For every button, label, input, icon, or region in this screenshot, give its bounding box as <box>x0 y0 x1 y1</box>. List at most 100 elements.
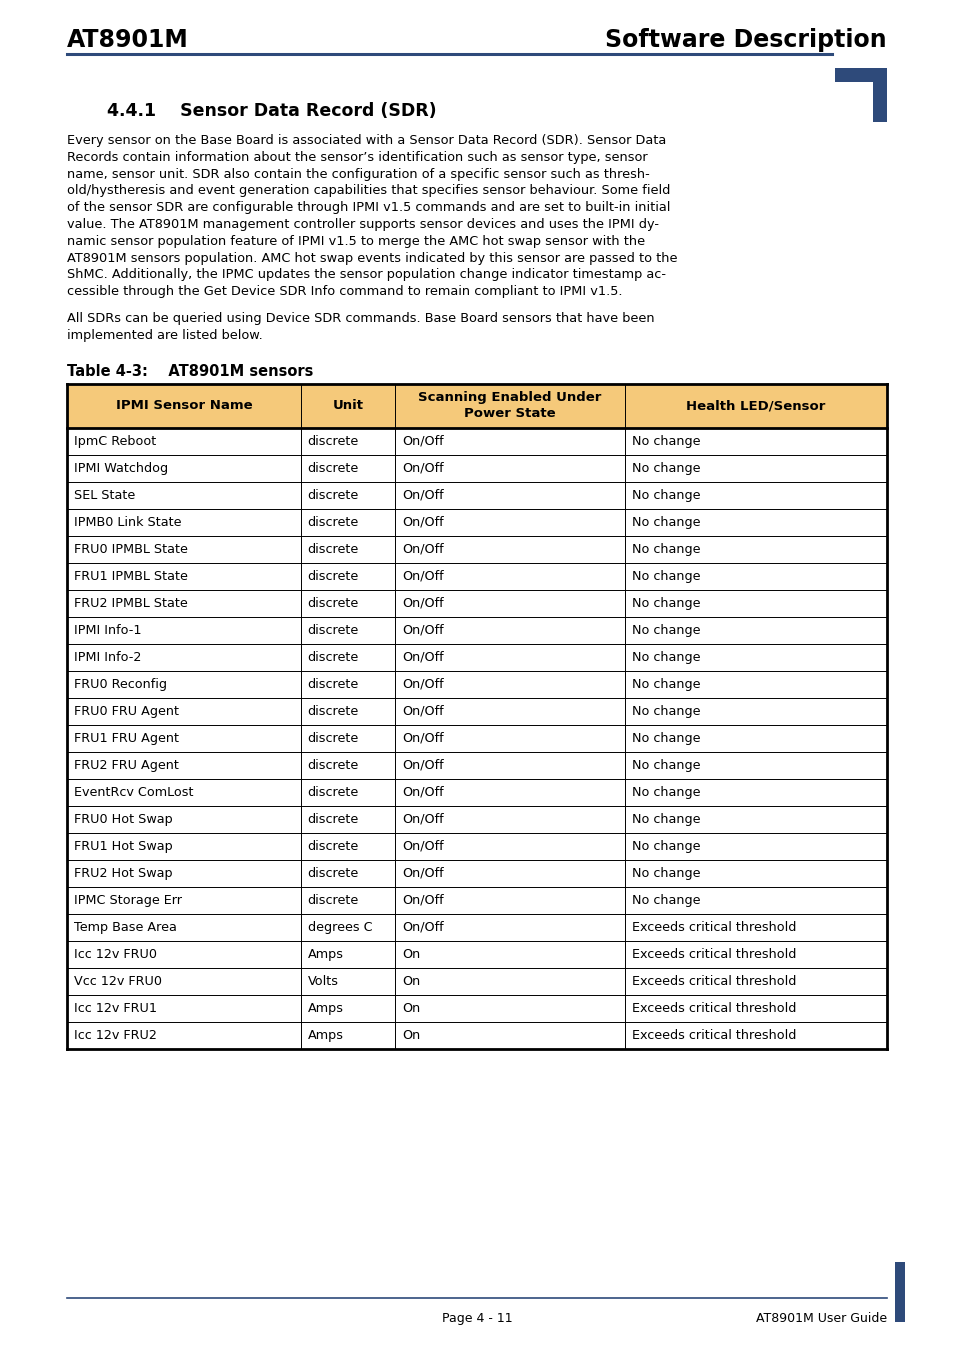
Text: Exceeds critical threshold: Exceeds critical threshold <box>631 1002 795 1015</box>
Text: Records contain information about the sensor’s identification such as sensor typ: Records contain information about the se… <box>67 151 647 163</box>
Text: FRU0 FRU Agent: FRU0 FRU Agent <box>74 705 179 718</box>
Text: On/Off: On/Off <box>401 678 443 691</box>
Text: discrete: discrete <box>308 516 358 529</box>
Bar <box>624 383 886 428</box>
Text: IPMI Info-2: IPMI Info-2 <box>74 651 141 664</box>
Text: FRU0 Hot Swap: FRU0 Hot Swap <box>74 813 172 826</box>
Text: discrete: discrete <box>308 867 358 880</box>
Bar <box>894 1262 904 1322</box>
Text: discrete: discrete <box>308 813 358 826</box>
Text: On/Off: On/Off <box>401 597 443 610</box>
Text: On/Off: On/Off <box>401 489 443 502</box>
Text: IPMI Info-1: IPMI Info-1 <box>74 624 141 637</box>
Text: Amps: Amps <box>308 1002 343 1015</box>
Text: IpmC Reboot: IpmC Reboot <box>74 435 156 448</box>
Text: No change: No change <box>631 489 700 502</box>
Text: On/Off: On/Off <box>401 840 443 853</box>
Text: No change: No change <box>631 867 700 880</box>
Text: On/Off: On/Off <box>401 759 443 772</box>
Text: On/Off: On/Off <box>401 813 443 826</box>
Text: discrete: discrete <box>308 840 358 853</box>
Text: Scanning Enabled Under
Power State: Scanning Enabled Under Power State <box>417 392 600 420</box>
Text: Icc 12v FRU0: Icc 12v FRU0 <box>74 948 157 961</box>
Text: discrete: discrete <box>308 435 358 448</box>
Text: Amps: Amps <box>308 1029 343 1042</box>
Text: No change: No change <box>631 894 700 907</box>
Text: FRU1 FRU Agent: FRU1 FRU Agent <box>74 732 179 745</box>
Text: Temp Base Area: Temp Base Area <box>74 921 176 934</box>
Text: SEL State: SEL State <box>74 489 135 502</box>
Text: On/Off: On/Off <box>401 894 443 907</box>
Text: On: On <box>401 975 420 988</box>
Text: AT8901M User Guide: AT8901M User Guide <box>755 1312 886 1324</box>
Text: Vcc 12v FRU0: Vcc 12v FRU0 <box>74 975 162 988</box>
Text: All SDRs can be queried using Device SDR commands. Base Board sensors that have : All SDRs can be queried using Device SDR… <box>67 312 654 325</box>
Text: Software Description: Software Description <box>605 28 886 53</box>
Text: On/Off: On/Off <box>401 462 443 475</box>
Text: IPMI Watchdog: IPMI Watchdog <box>74 462 168 475</box>
Bar <box>395 383 624 428</box>
Text: Table 4-3:    AT8901M sensors: Table 4-3: AT8901M sensors <box>67 363 313 378</box>
Text: AT8901M sensors population. AMC hot swap events indicated by this sensor are pas: AT8901M sensors population. AMC hot swap… <box>67 251 677 265</box>
Text: Icc 12v FRU2: Icc 12v FRU2 <box>74 1029 156 1042</box>
Text: FRU2 IPMBL State: FRU2 IPMBL State <box>74 597 188 610</box>
Text: implemented are listed below.: implemented are listed below. <box>67 329 262 342</box>
Text: discrete: discrete <box>308 624 358 637</box>
Text: On/Off: On/Off <box>401 516 443 529</box>
Text: On/Off: On/Off <box>401 435 443 448</box>
Text: No change: No change <box>631 813 700 826</box>
Text: ShMC. Additionally, the IPMC updates the sensor population change indicator time: ShMC. Additionally, the IPMC updates the… <box>67 269 665 281</box>
Text: FRU2 FRU Agent: FRU2 FRU Agent <box>74 759 179 772</box>
Text: name, sensor unit. SDR also contain the configuration of a specific sensor such : name, sensor unit. SDR also contain the … <box>67 167 649 181</box>
Text: FRU2 Hot Swap: FRU2 Hot Swap <box>74 867 172 880</box>
Text: IPMI Sensor Name: IPMI Sensor Name <box>115 400 252 412</box>
Text: old/hystheresis and event generation capabilities that specifies sensor behaviou: old/hystheresis and event generation cap… <box>67 185 670 197</box>
Text: discrete: discrete <box>308 732 358 745</box>
Bar <box>300 383 395 428</box>
Text: No change: No change <box>631 732 700 745</box>
Text: discrete: discrete <box>308 705 358 718</box>
Text: Unit: Unit <box>332 400 363 412</box>
Text: discrete: discrete <box>308 786 358 799</box>
Text: discrete: discrete <box>308 462 358 475</box>
Text: On/Off: On/Off <box>401 624 443 637</box>
Text: namic sensor population feature of IPMI v1.5 to merge the AMC hot swap sensor wi: namic sensor population feature of IPMI … <box>67 235 644 248</box>
Text: On/Off: On/Off <box>401 921 443 934</box>
Text: discrete: discrete <box>308 489 358 502</box>
Text: No change: No change <box>631 597 700 610</box>
Text: No change: No change <box>631 840 700 853</box>
Text: No change: No change <box>631 786 700 799</box>
Text: Page 4 - 11: Page 4 - 11 <box>441 1312 512 1324</box>
Text: On/Off: On/Off <box>401 651 443 664</box>
Text: 4.4.1    Sensor Data Record (SDR): 4.4.1 Sensor Data Record (SDR) <box>107 103 436 120</box>
Bar <box>67 383 300 428</box>
Bar <box>834 68 886 82</box>
Text: Volts: Volts <box>308 975 338 988</box>
Text: Health LED/Sensor: Health LED/Sensor <box>685 400 824 412</box>
Text: discrete: discrete <box>308 678 358 691</box>
Text: value. The AT8901M management controller supports sensor devices and uses the IP: value. The AT8901M management controller… <box>67 217 659 231</box>
Text: discrete: discrete <box>308 759 358 772</box>
Text: Exceeds critical threshold: Exceeds critical threshold <box>631 1029 795 1042</box>
Text: of the sensor SDR are configurable through IPMI v1.5 commands and are set to bui: of the sensor SDR are configurable throu… <box>67 201 670 215</box>
Text: IPMC Storage Err: IPMC Storage Err <box>74 894 182 907</box>
Text: discrete: discrete <box>308 651 358 664</box>
Text: Exceeds critical threshold: Exceeds critical threshold <box>631 921 795 934</box>
Text: Every sensor on the Base Board is associated with a Sensor Data Record (SDR). Se: Every sensor on the Base Board is associ… <box>67 134 665 147</box>
Text: discrete: discrete <box>308 894 358 907</box>
Text: No change: No change <box>631 462 700 475</box>
Text: FRU0 IPMBL State: FRU0 IPMBL State <box>74 543 188 556</box>
Text: No change: No change <box>631 705 700 718</box>
Text: No change: No change <box>631 435 700 448</box>
Text: EventRcv ComLost: EventRcv ComLost <box>74 786 193 799</box>
Text: On/Off: On/Off <box>401 705 443 718</box>
Text: discrete: discrete <box>308 597 358 610</box>
Text: No change: No change <box>631 624 700 637</box>
Text: No change: No change <box>631 516 700 529</box>
Text: Amps: Amps <box>308 948 343 961</box>
Text: On/Off: On/Off <box>401 732 443 745</box>
Bar <box>872 68 886 122</box>
Text: No change: No change <box>631 651 700 664</box>
Text: FRU1 Hot Swap: FRU1 Hot Swap <box>74 840 172 853</box>
Text: discrete: discrete <box>308 570 358 583</box>
